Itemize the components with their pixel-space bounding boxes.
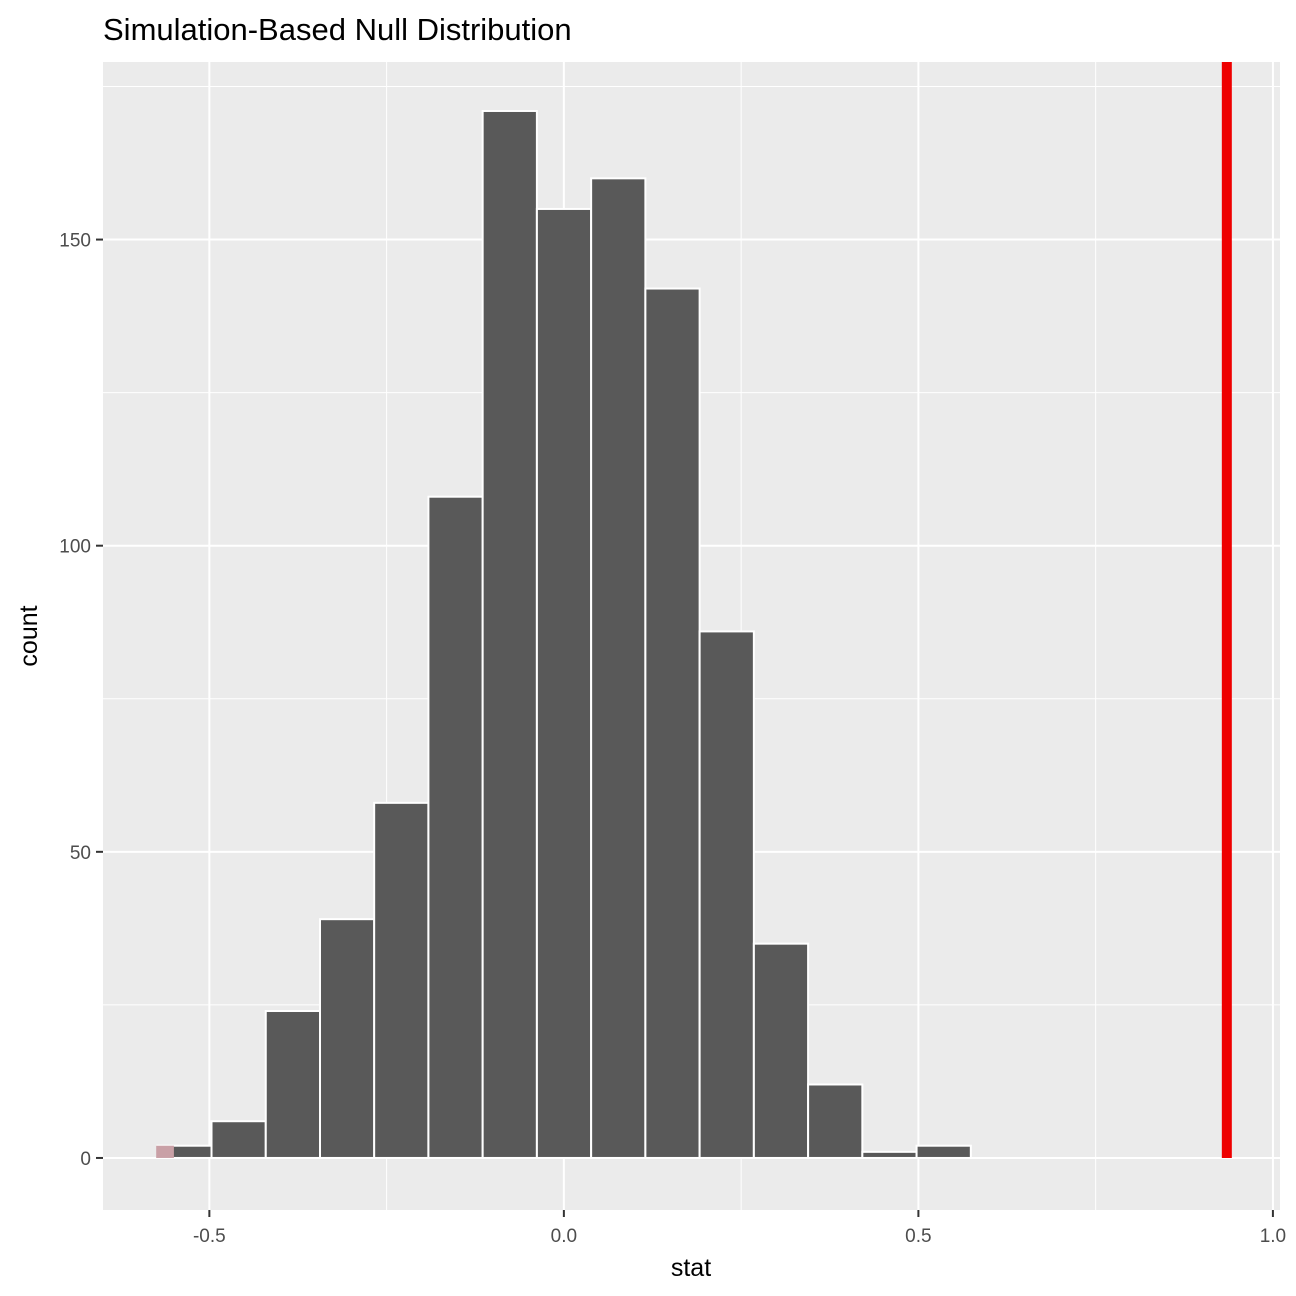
- histogram-bar: [535, 207, 593, 1159]
- histogram-bar: [698, 630, 755, 1159]
- x-tick-label: 0.0: [551, 1226, 577, 1247]
- histogram-bar: [807, 1083, 864, 1159]
- x-tick-label: 1.0: [1260, 1226, 1286, 1247]
- histogram-bar: [264, 1010, 322, 1159]
- y-tick-label: 100: [59, 537, 91, 558]
- histogram-bar: [590, 177, 647, 1159]
- x-axis: -0.5 0.0 0.5 1.0: [193, 1210, 1286, 1247]
- x-tick-label: 0.5: [905, 1226, 931, 1247]
- y-axis: 0 50 100 150: [59, 231, 103, 1170]
- histogram-bars: [156, 109, 972, 1159]
- histogram-bar: [915, 1144, 972, 1159]
- y-tick-label: 150: [59, 231, 91, 252]
- histogram-bar: [210, 1120, 267, 1159]
- histogram-bar: [752, 942, 810, 1159]
- histogram-bar: [481, 109, 538, 1159]
- shaded-tail-region: [156, 1145, 174, 1158]
- histogram-bar: [373, 801, 430, 1159]
- histogram-bar: [319, 918, 376, 1159]
- shade-region: [156, 1145, 174, 1158]
- histogram-bar: [427, 495, 484, 1159]
- y-tick-label: 0: [80, 1149, 91, 1170]
- x-tick-label: -0.5: [193, 1226, 226, 1247]
- x-axis-title: stat: [671, 1254, 711, 1282]
- chart-title: Simulation-Based Null Distribution: [103, 12, 572, 47]
- histogram-bar: [861, 1150, 918, 1159]
- y-tick-label: 50: [70, 843, 91, 864]
- histogram-bar: [644, 287, 701, 1159]
- y-axis-title: count: [15, 605, 43, 666]
